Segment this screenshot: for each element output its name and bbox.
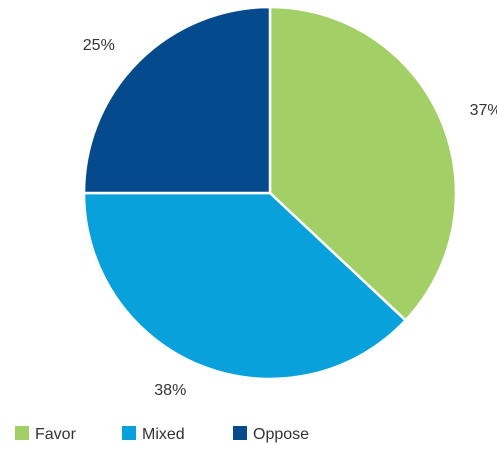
legend-swatch-favor [15,426,29,440]
legend-label-mixed: Mixed [142,426,185,443]
pie-value-labels: 37% 38% 25% [83,37,497,399]
pie-slice-favor [268,5,458,322]
legend-label-favor: Favor [35,426,77,443]
legend: Favor Mixed Oppose [15,426,309,443]
pie-slice-mixed [82,191,407,381]
pie-value-label-favor: 37% [470,102,497,119]
pie-value-label-oppose: 25% [83,37,115,54]
pie-value-label-mixed: 38% [154,382,186,399]
legend-swatch-oppose [233,426,247,440]
legend-swatch-mixed [122,426,136,440]
pie-slices [82,5,458,381]
pie-slice-oppose [82,5,272,195]
legend-label-oppose: Oppose [253,426,309,443]
